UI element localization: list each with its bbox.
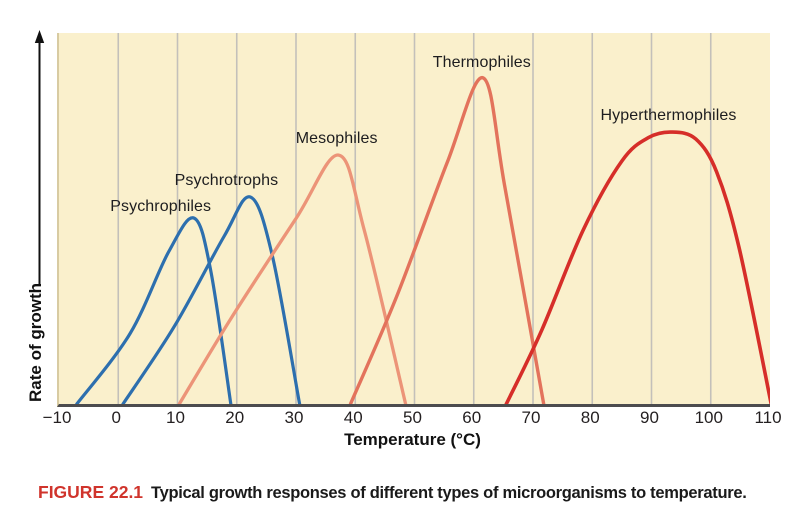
thermophiles-curve — [348, 76, 546, 404]
y-axis-arrow — [34, 30, 45, 284]
x-tick-label-50: 50 — [403, 408, 422, 427]
psychrotrophs-label: Psychrotrophs — [174, 172, 279, 190]
figure-number: FIGURE 22.1 — [38, 482, 144, 502]
x-tick-label-20: 20 — [225, 408, 245, 427]
x-tick-label-10: 10 — [166, 408, 185, 427]
psychrophiles-label: Psychrophiles — [110, 198, 212, 216]
psychrotrophs-curve — [121, 195, 302, 404]
x-tick-label-110: 110 — [754, 408, 782, 427]
x-tick-label-100: 100 — [694, 408, 723, 427]
figure-caption-text: Typical growth responses of different ty… — [151, 484, 747, 502]
plot-area — [57, 33, 770, 407]
hyperthermophiles-curve — [504, 130, 770, 404]
x-tick-label-0: 0 — [111, 408, 121, 427]
x-axis-title: Temperature (°C) — [344, 430, 481, 449]
mesophiles-label: Mesophiles — [295, 129, 378, 147]
x-tick-label-70: 70 — [521, 408, 541, 427]
x-tick-label-80: 80 — [580, 408, 600, 427]
x-tick-label--10: −10 — [42, 408, 72, 427]
x-tick-label-40: 40 — [343, 408, 363, 427]
x-tick-label-90: 90 — [640, 408, 659, 427]
hyperthermophiles-label: Hyperthermophiles — [600, 107, 737, 125]
y-axis-title: Rate of growth — [26, 283, 45, 402]
figure-caption: FIGURE 22.1 Typical growth responses of d… — [38, 482, 778, 503]
x-tick-label-30: 30 — [284, 408, 304, 427]
psychrophiles-curve — [75, 216, 233, 404]
mesophiles-curve — [177, 153, 408, 404]
x-tick-label-60: 60 — [462, 408, 482, 427]
growth-curves-chart — [75, 33, 770, 404]
thermophiles-label: Thermophiles — [432, 54, 531, 72]
